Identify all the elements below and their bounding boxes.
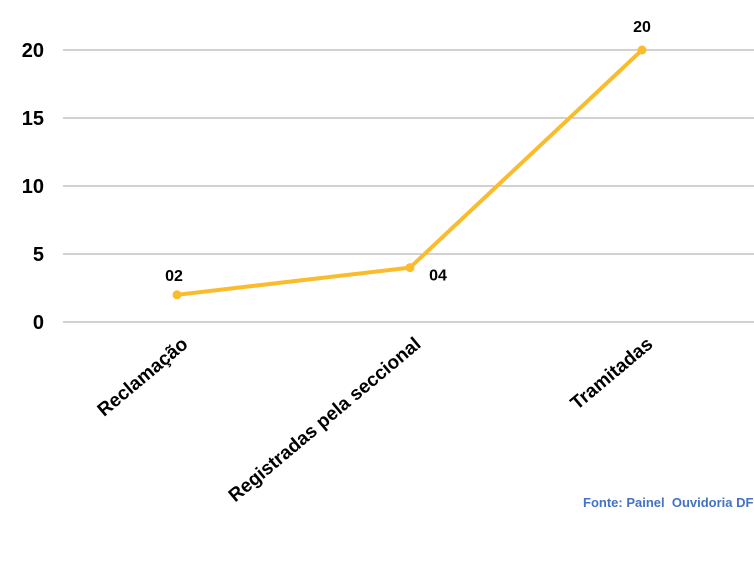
data-point [637,45,647,55]
gridlines [63,49,754,323]
data-point [405,263,415,273]
y-tick-label: 15 [22,108,44,130]
y-tick-label: 0 [33,312,44,334]
series-reclamacoes [172,45,647,300]
data-label: 20 [633,19,651,36]
y-tick-label: 5 [33,244,44,266]
x-tick-label: Tramitadas [567,334,657,415]
series-line [175,48,644,297]
y-tick-label: 20 [22,40,44,62]
x-tick-label: Reclamação [94,334,192,421]
y-tick-label: 10 [22,176,44,198]
x-tick-label: Registradas pela seccional [225,334,425,507]
y-axis-ticks: 0 5 10 15 20 [22,40,44,334]
data-point [172,290,182,300]
x-axis-categories: Reclamação Registradas pela seccional Tram… [94,334,657,507]
data-label: 04 [429,268,447,285]
data-label: 02 [165,268,183,285]
data-labels: 02 04 20 [165,19,651,285]
source-note: Fonte: Painel Ouvidoria DF [583,495,754,510]
